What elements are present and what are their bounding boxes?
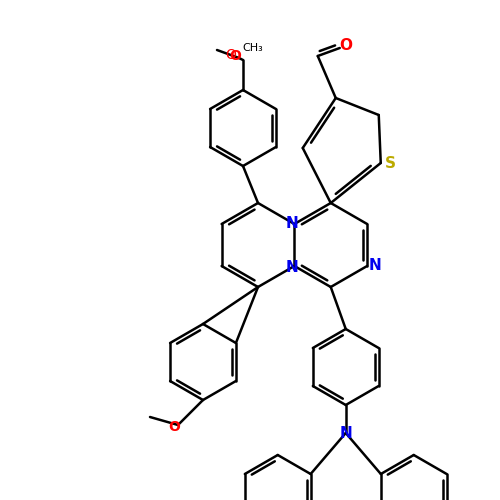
Text: O: O	[168, 420, 180, 434]
Text: N: N	[368, 258, 382, 274]
Text: N: N	[340, 426, 352, 440]
Text: O: O	[229, 49, 241, 63]
Text: CH₃: CH₃	[242, 43, 264, 53]
Text: O: O	[339, 38, 352, 54]
Text: S: S	[385, 156, 396, 170]
Text: N: N	[286, 260, 298, 274]
Text: O: O	[226, 48, 236, 62]
Text: N: N	[286, 216, 298, 230]
